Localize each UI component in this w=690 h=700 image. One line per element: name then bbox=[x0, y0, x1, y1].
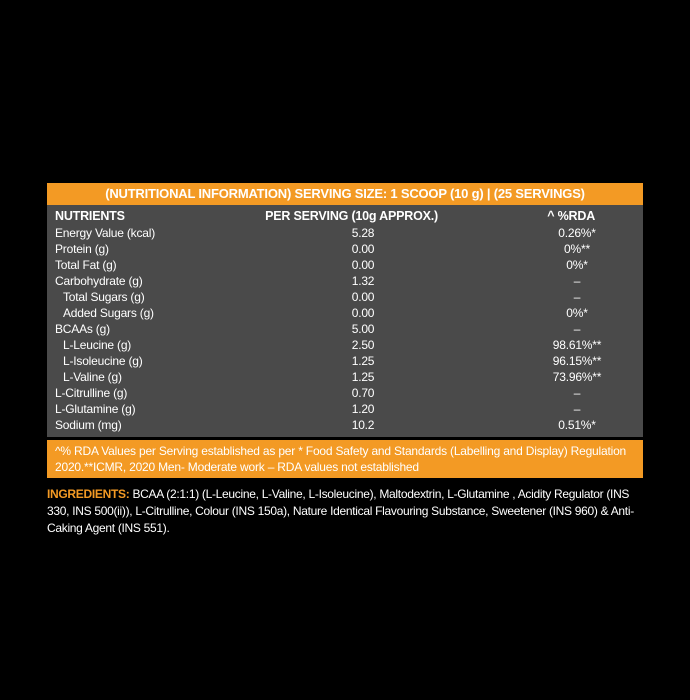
per-serving: 5.00 bbox=[351, 322, 375, 336]
table-row: Protein (g) 0.00 0%** bbox=[47, 241, 643, 257]
nutrient-name: L-Glutamine (g) bbox=[55, 402, 136, 416]
nutrient-name: BCAAs (g) bbox=[55, 322, 110, 336]
column-header: NUTRIENTS bbox=[55, 209, 125, 223]
per-serving: 0.00 bbox=[351, 242, 375, 256]
per-serving: 10.2 bbox=[351, 418, 375, 432]
rda: – bbox=[573, 386, 581, 400]
nutrient-name: Protein (g) bbox=[55, 242, 109, 256]
nutrient-name: L-Citrulline (g) bbox=[55, 386, 128, 400]
footnote: ^% RDA Values per Serving established as… bbox=[47, 440, 643, 478]
column-header: PER SERVING (10g APPROX.) bbox=[265, 209, 438, 223]
column-header: ^ %RDA bbox=[547, 209, 596, 223]
rda: – bbox=[573, 274, 581, 288]
rda: 0.26%* bbox=[558, 226, 596, 240]
table-row: BCAAs (g) 5.00 – bbox=[47, 321, 643, 337]
rda: 0%* bbox=[566, 306, 588, 320]
per-serving: 0.00 bbox=[351, 258, 375, 272]
rda: 0%** bbox=[564, 242, 590, 256]
table-row: L-Isoleucine (g) 1.25 96.15%** bbox=[47, 353, 643, 369]
per-serving: 0.70 bbox=[351, 386, 375, 400]
nutrient-name: Carbohydrate (g) bbox=[55, 274, 143, 288]
nutrient-name: Sodium (mg) bbox=[55, 418, 122, 432]
nutrition-table: NUTRIENTS PER SERVING (10g APPROX.) ^ %R… bbox=[47, 205, 643, 437]
rda: 0.51%* bbox=[558, 418, 596, 432]
table-row: L-Leucine (g) 2.50 98.61%** bbox=[47, 337, 643, 353]
table-row: Sodium (mg) 10.2 0.51%* bbox=[47, 417, 643, 433]
per-serving: 1.32 bbox=[351, 274, 375, 288]
per-serving: 1.25 bbox=[351, 370, 375, 384]
ingredients-text: BCAA (2:1:1) (L-Leucine, L-Valine, L-Iso… bbox=[47, 487, 634, 535]
table-row: L-Glutamine (g) 1.20 – bbox=[47, 401, 643, 417]
rda: 73.96%** bbox=[552, 370, 602, 384]
per-serving: 2.50 bbox=[351, 338, 375, 352]
per-serving: 1.25 bbox=[351, 354, 375, 368]
rda: – bbox=[573, 402, 581, 416]
nutrient-name: L-Valine (g) bbox=[63, 370, 122, 384]
per-serving: 0.00 bbox=[351, 290, 375, 304]
nutrient-name: Total Fat (g) bbox=[55, 258, 117, 272]
label-title: (NUTRITIONAL INFORMATION) SERVING SIZE: … bbox=[47, 183, 643, 205]
rda: – bbox=[573, 322, 581, 336]
nutrient-name: Added Sugars (g) bbox=[63, 306, 154, 320]
ingredients-label: INGREDIENTS: bbox=[47, 487, 130, 501]
per-serving: 5.28 bbox=[351, 226, 375, 240]
header-row: NUTRIENTS PER SERVING (10g APPROX.) ^ %R… bbox=[47, 207, 643, 225]
table-row: Energy Value (kcal) 5.28 0.26%* bbox=[47, 225, 643, 241]
table-row: Added Sugars (g) 0.00 0%* bbox=[47, 305, 643, 321]
rda: 0%* bbox=[566, 258, 588, 272]
nutrition-panel: (NUTRITIONAL INFORMATION) SERVING SIZE: … bbox=[47, 183, 643, 478]
nutrient-name: Total Sugars (g) bbox=[63, 290, 145, 304]
table-row: Total Sugars (g) 0.00 – bbox=[47, 289, 643, 305]
per-serving: 0.00 bbox=[351, 306, 375, 320]
per-serving: 1.20 bbox=[351, 402, 375, 416]
table-row: Total Fat (g) 0.00 0%* bbox=[47, 257, 643, 273]
table-row: L-Citrulline (g) 0.70 – bbox=[47, 385, 643, 401]
rda: 98.61%** bbox=[552, 338, 602, 352]
nutrient-name: L-Leucine (g) bbox=[63, 338, 132, 352]
table-row: L-Valine (g) 1.25 73.96%** bbox=[47, 369, 643, 385]
ingredients: INGREDIENTS: BCAA (2:1:1) (L-Leucine, L-… bbox=[47, 486, 647, 537]
rda: 96.15%** bbox=[552, 354, 602, 368]
table-row: Carbohydrate (g) 1.32 – bbox=[47, 273, 643, 289]
rda: – bbox=[573, 290, 581, 304]
nutrient-name: Energy Value (kcal) bbox=[55, 226, 156, 240]
nutrient-name: L-Isoleucine (g) bbox=[63, 354, 143, 368]
